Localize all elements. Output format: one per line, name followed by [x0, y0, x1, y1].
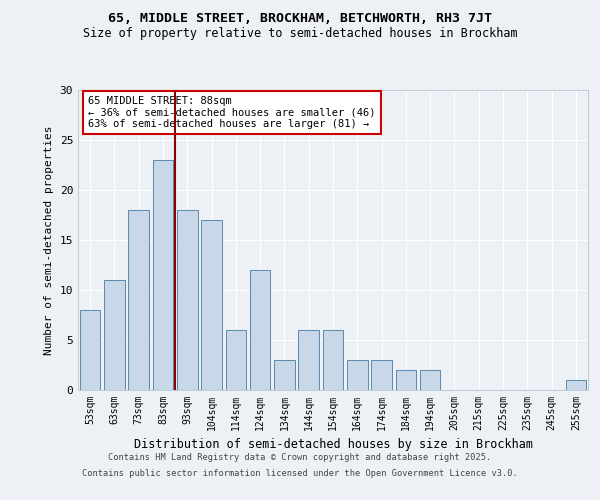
- Bar: [226, 330, 246, 390]
- Bar: [298, 330, 319, 390]
- Bar: [250, 270, 271, 390]
- Text: 65, MIDDLE STREET, BROCKHAM, BETCHWORTH, RH3 7JT: 65, MIDDLE STREET, BROCKHAM, BETCHWORTH,…: [108, 12, 492, 26]
- Bar: [420, 370, 440, 390]
- Bar: [152, 160, 173, 390]
- Bar: [371, 360, 392, 390]
- Bar: [80, 310, 100, 390]
- Text: Contains HM Land Registry data © Crown copyright and database right 2025.: Contains HM Land Registry data © Crown c…: [109, 454, 491, 462]
- Bar: [201, 220, 222, 390]
- Bar: [395, 370, 416, 390]
- Text: Size of property relative to semi-detached houses in Brockham: Size of property relative to semi-detach…: [83, 28, 517, 40]
- Y-axis label: Number of semi-detached properties: Number of semi-detached properties: [44, 125, 54, 355]
- Bar: [566, 380, 586, 390]
- Bar: [104, 280, 125, 390]
- Text: Contains public sector information licensed under the Open Government Licence v3: Contains public sector information licen…: [82, 468, 518, 477]
- Bar: [128, 210, 149, 390]
- Bar: [177, 210, 197, 390]
- Bar: [347, 360, 368, 390]
- X-axis label: Distribution of semi-detached houses by size in Brockham: Distribution of semi-detached houses by …: [133, 438, 533, 452]
- Bar: [323, 330, 343, 390]
- Bar: [274, 360, 295, 390]
- Text: 65 MIDDLE STREET: 88sqm
← 36% of semi-detached houses are smaller (46)
63% of se: 65 MIDDLE STREET: 88sqm ← 36% of semi-de…: [88, 96, 376, 129]
